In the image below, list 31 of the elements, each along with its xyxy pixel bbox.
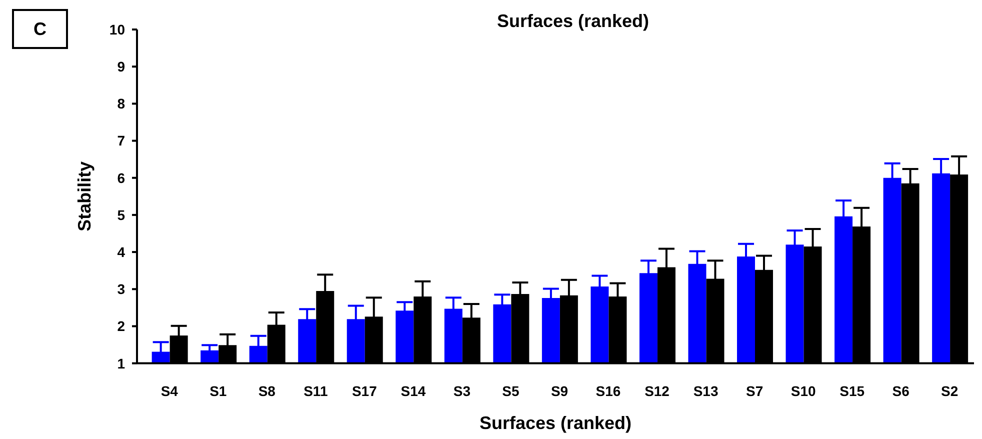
x-tick-label: S3 [453, 383, 471, 400]
x-tick-label: S9 [550, 383, 568, 400]
label-frame: C [12, 9, 68, 49]
x-axis-title: Surfaces (ranked) [479, 413, 632, 433]
y-tick-label: 9 [117, 58, 126, 75]
x-tick-label: S8 [258, 383, 276, 400]
x-tick-label: S5 [502, 383, 520, 400]
x-tick-label: S7 [746, 383, 764, 400]
y-tick-label: 4 [117, 244, 126, 260]
y-tick-label: 7 [117, 132, 126, 149]
y-tick-label: 5 [117, 206, 126, 223]
x-tick-label: S13 [693, 383, 718, 400]
x-tick-label: S11 [304, 383, 328, 400]
y-tick-label: 10 [109, 21, 126, 38]
y-axis-title: Stability [74, 161, 94, 232]
x-tick-label: S15 [840, 383, 865, 400]
x-tick-label: S1 [210, 383, 227, 400]
x-tick-label: S2 [941, 383, 958, 400]
x-tick-label: S12 [644, 383, 670, 400]
x-tick-label: S6 [892, 383, 910, 400]
x-tick-label: S16 [596, 383, 621, 400]
annotation: Surfaces (ranked) [496, 11, 650, 31]
y-tick-label: 3 [117, 281, 126, 298]
y-tick-label: 2 [117, 318, 126, 334]
x-tick-label: S17 [352, 383, 378, 400]
x-tick-label: S4 [160, 383, 178, 400]
y-tick-label: 8 [117, 96, 126, 112]
x-tick-label: S14 [400, 383, 426, 400]
x-tick-label: S10 [790, 383, 816, 400]
y-tick-label: 1 [117, 355, 126, 372]
y-tick-label: 6 [117, 170, 126, 186]
